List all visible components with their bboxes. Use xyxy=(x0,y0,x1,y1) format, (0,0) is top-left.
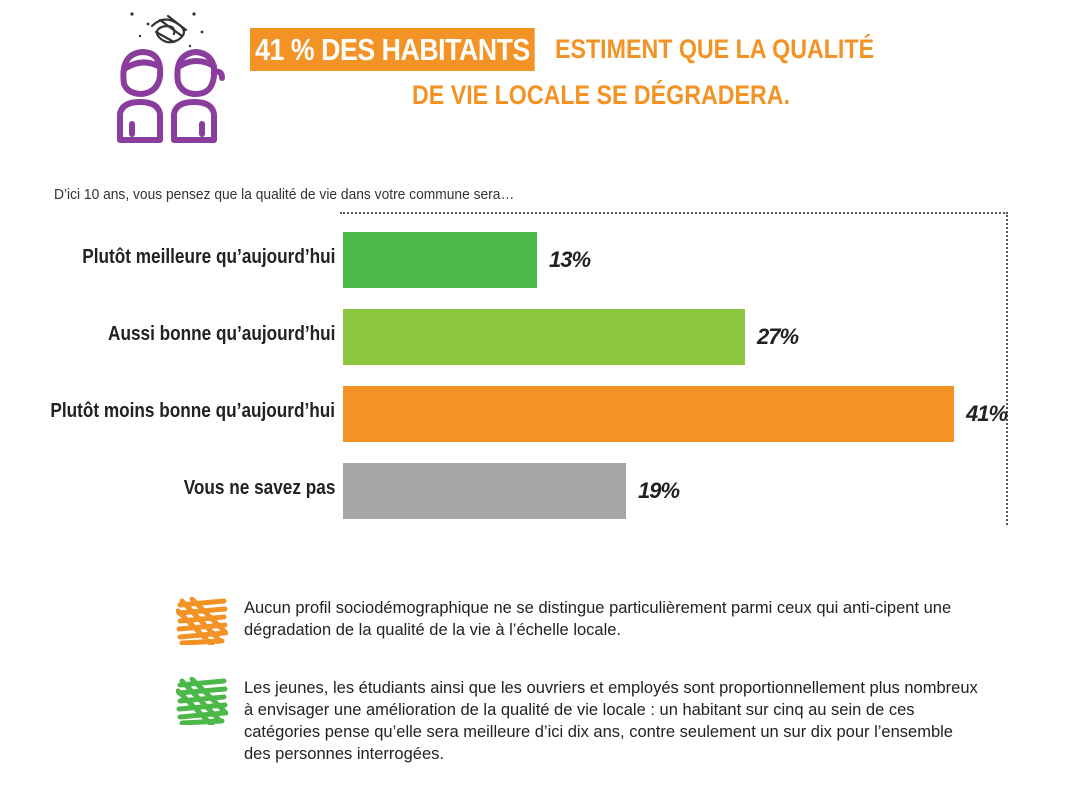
note-orange: Aucun profil sociodémographique ne se di… xyxy=(176,597,984,645)
chart-question: D’ici 10 ans, vous pensez que la qualité… xyxy=(54,186,515,203)
note-green: Les jeunes, les étudiants ainsi que les … xyxy=(176,677,984,765)
category-label: Aussi bonne qu’aujourd’hui xyxy=(107,323,335,345)
bar xyxy=(343,232,537,288)
value-label: 27% xyxy=(757,324,799,349)
bar xyxy=(343,386,954,442)
note-orange-text: Aucun profil sociodémographique ne se di… xyxy=(244,599,952,639)
note-green-text: Les jeunes, les étudiants ainsi que les … xyxy=(244,679,978,763)
value-label: 41% xyxy=(966,401,1008,426)
headline-line1: ESTIMENT QUE LA QUALITÉ xyxy=(555,34,875,64)
category-label: Vous ne savez pas xyxy=(183,477,335,499)
dotted-frame-top xyxy=(340,212,1008,214)
bar xyxy=(343,463,626,519)
green-scribble-swatch xyxy=(176,677,228,725)
headline-line2: DE VIE LOCALE SE DÉGRADERA. xyxy=(412,80,791,110)
dotted-frame-right xyxy=(1006,212,1008,525)
worried-people-icon xyxy=(117,12,225,143)
bar xyxy=(343,309,745,365)
value-label: 13% xyxy=(549,247,591,272)
category-label: Plutôt meilleure qu’aujourd’hui xyxy=(81,246,335,268)
headline: 41 % DES HABITANTS ESTIMENT QUE LA QUALI… xyxy=(250,28,874,110)
headline-highlight: 41 % DES HABITANTS xyxy=(250,28,536,71)
orange-scribble-swatch xyxy=(176,597,228,645)
value-label: 19% xyxy=(638,478,680,503)
category-label: Plutôt moins bonne qu’aujourd’hui xyxy=(50,400,335,422)
